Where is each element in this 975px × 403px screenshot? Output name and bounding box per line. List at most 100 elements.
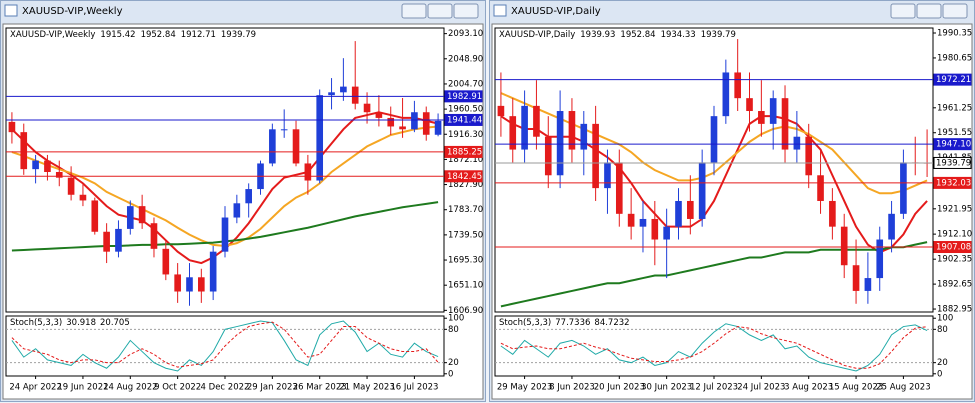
level-label-box — [444, 113, 483, 126]
candle-body — [876, 239, 884, 279]
y-tick-label: 1695.30 — [448, 256, 483, 266]
candle-body — [817, 175, 824, 201]
stoch-line — [500, 323, 928, 372]
y-tick-label: 2004.70 — [448, 79, 483, 89]
candle-body — [328, 92, 335, 96]
stoch-header: Stoch(5,3,3) 77.7336 84.7232 — [499, 318, 630, 328]
level-label-box — [933, 241, 972, 254]
window-maximize-button[interactable] — [916, 3, 942, 19]
level-label: 1947.10 — [936, 140, 971, 150]
window-close-button[interactable] — [453, 3, 479, 19]
candle-body — [103, 231, 110, 252]
candle-body — [209, 251, 217, 292]
candle-body — [852, 265, 860, 291]
stoch-value: 30.918 — [66, 318, 96, 328]
candle-body — [126, 206, 134, 229]
last-ohlc-value: 1939.79 — [701, 30, 736, 40]
x-tick-label: 29 May 2023 — [497, 383, 552, 393]
candle-body — [399, 126, 406, 130]
candle-body — [734, 72, 741, 99]
last-ohlc-value: 1934.33 — [661, 30, 696, 40]
x-tick-label: 30 Jun 2023 — [641, 383, 692, 393]
last-ohlc-value: 1939.93 — [580, 30, 615, 40]
candle-body — [497, 105, 505, 117]
candle-body — [351, 86, 359, 104]
level-label: 1932.03 — [936, 178, 971, 188]
candle-body — [411, 112, 418, 130]
candle-body — [304, 163, 312, 181]
candle-body — [698, 162, 706, 219]
candle-body — [387, 117, 395, 127]
stoch-value: 84.7232 — [594, 318, 629, 328]
level-label: 1842.45 — [447, 172, 482, 182]
candle-body — [174, 274, 181, 292]
stoch-tick-label: 80 — [937, 325, 948, 335]
candle-body — [568, 111, 576, 150]
candle-body — [615, 162, 623, 214]
last-ohlc-value: 1915.42 — [100, 30, 135, 40]
y-tick-label: 1980.65 — [937, 53, 972, 63]
window-title: XAUUSD-VIP,Daily — [511, 6, 601, 17]
x-tick-label: 3 Aug 2023 — [784, 383, 833, 393]
level-label-box — [444, 145, 483, 158]
candle-body — [434, 120, 442, 135]
level-label: 1885.25 — [447, 147, 482, 157]
last-ohlc-value: 1939.79 — [221, 30, 256, 40]
y-tick-label: 2048.90 — [448, 54, 483, 64]
y-tick-label: 1827.90 — [448, 180, 483, 190]
candle-body — [44, 160, 51, 172]
candle-body — [340, 86, 347, 93]
candle-body — [269, 129, 276, 164]
window-minimize-button[interactable] — [890, 3, 916, 19]
chart-panel — [2, 23, 484, 400]
y-tick-label: 1961.25 — [937, 103, 972, 113]
main-plot-border — [494, 27, 934, 313]
candle-body — [544, 136, 552, 176]
stoch-tick-label: 100 — [448, 314, 464, 324]
candle-body — [521, 105, 528, 150]
y-tick-label: 1606.90 — [448, 306, 483, 316]
window-close-button[interactable] — [942, 3, 968, 19]
level-label: 1982.91 — [447, 92, 482, 102]
candle-body — [829, 200, 836, 227]
stoch-header: Stoch(5,3,3) 30.918 20.705 — [10, 318, 130, 328]
symbol-period: XAUUSD-VIP,Daily — [499, 30, 575, 40]
window-minimize-button[interactable] — [401, 3, 427, 19]
y-tick-label: 1651.10 — [448, 281, 483, 291]
y-tick-label: 1960.50 — [448, 105, 483, 115]
stoch-line — [11, 320, 439, 372]
window-title: XAUUSD-VIP,Weekly — [22, 6, 123, 17]
candle-body — [864, 278, 872, 291]
x-tick-label: 25 Aug 2023 — [876, 383, 930, 393]
candle-body — [198, 277, 205, 292]
window-maximize-button[interactable] — [427, 3, 453, 19]
candle-body — [8, 121, 16, 133]
y-tick-label: 1921.95 — [937, 204, 972, 214]
level-label: 1939.79 — [936, 158, 971, 168]
candle-body — [627, 213, 635, 227]
last-ohlc-value: 1952.84 — [620, 30, 655, 40]
level-label: 1907.08 — [936, 243, 971, 253]
y-tick-label: 1916.30 — [448, 130, 483, 140]
candle-body — [687, 200, 694, 219]
x-tick-label: 19 Jun 2022 — [57, 383, 108, 393]
candle-body — [280, 129, 288, 131]
stoch-tick-label: 0 — [937, 369, 942, 379]
candle-body — [746, 98, 753, 112]
candle-body — [20, 132, 28, 170]
x-tick-label: 4 Dec 2022 — [201, 383, 250, 393]
level-label-box — [444, 90, 483, 103]
symbol-period: XAUUSD-VIP,Weekly — [10, 30, 95, 40]
x-tick-label: 21 May 2023 — [339, 383, 394, 393]
candle-body — [900, 162, 907, 214]
main-plot-border — [5, 27, 445, 313]
level-label: 1972.21 — [936, 75, 971, 85]
candle-body — [509, 116, 517, 150]
candle-body — [115, 228, 122, 252]
candle-body — [221, 217, 229, 252]
y-tick-label: 1990.35 — [937, 29, 972, 39]
candle-body — [91, 200, 99, 232]
stoch-line — [500, 326, 928, 369]
stoch-name: Stoch(5,3,3) — [10, 318, 62, 328]
